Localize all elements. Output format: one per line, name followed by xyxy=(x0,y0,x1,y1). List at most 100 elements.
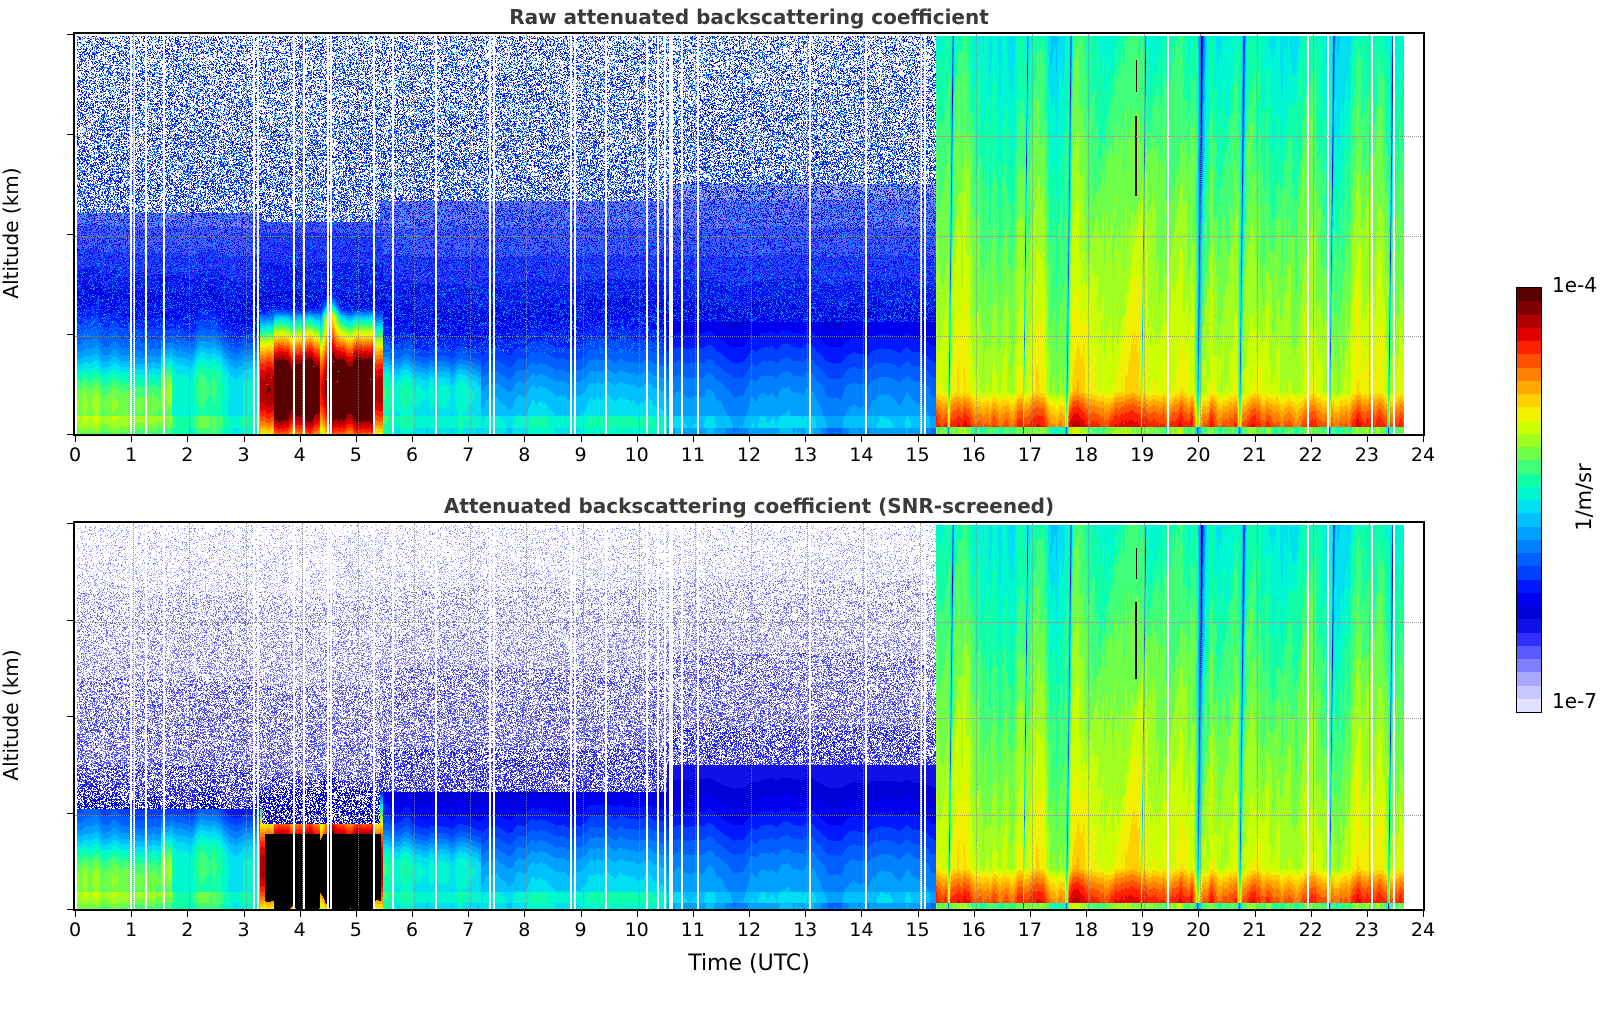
y-tick-mark xyxy=(67,909,73,910)
x-tick-mark xyxy=(1029,436,1031,442)
x-tick-label: 21 xyxy=(1242,919,1267,941)
x-tick-label: 9 xyxy=(574,919,587,941)
x-tick-label: 14 xyxy=(849,919,874,941)
x-tick-mark xyxy=(131,436,133,442)
y-tick-mark xyxy=(67,334,73,335)
colorbar-unit-label: 1/m/sr xyxy=(1572,463,1596,531)
x-tick-mark xyxy=(1086,436,1087,442)
x-tick-mark xyxy=(973,436,975,442)
y-tick-mark xyxy=(67,34,73,35)
x-axis-label-time: Time (UTC) xyxy=(688,951,810,976)
x-tick-label: 18 xyxy=(1073,444,1099,466)
x-tick-mark xyxy=(412,911,413,917)
x-tick-mark xyxy=(187,436,189,442)
x-tick-label: 19 xyxy=(1130,919,1155,941)
x-tick-label: 23 xyxy=(1354,919,1379,941)
x-tick-label: 17 xyxy=(1017,919,1042,941)
x-tick-mark xyxy=(1198,911,1200,917)
x-tick-label: 6 xyxy=(405,919,419,941)
x-tick-label: 20 xyxy=(1186,444,1211,466)
x-tick-label: 20 xyxy=(1186,919,1211,941)
x-tick-label: 12 xyxy=(736,444,762,466)
panel-raw-title: Raw attenuated backscattering coefficien… xyxy=(509,5,989,29)
x-tick-label: 3 xyxy=(237,919,250,941)
x-tick-mark xyxy=(243,911,245,917)
x-tick-label: 23 xyxy=(1354,444,1379,466)
x-tick-label: 21 xyxy=(1242,444,1267,466)
x-tick-mark xyxy=(580,436,582,442)
x-tick-label: 11 xyxy=(680,444,705,466)
x-tick-label: 8 xyxy=(518,444,531,466)
x-tick-label: 22 xyxy=(1298,444,1323,466)
x-tick-mark xyxy=(1310,436,1312,442)
x-tick-mark xyxy=(355,436,357,442)
x-tick-mark xyxy=(299,911,301,917)
x-tick-label: 4 xyxy=(293,919,306,941)
x-tick-mark xyxy=(692,436,694,442)
x-tick-mark xyxy=(355,911,357,917)
x-tick-mark xyxy=(1254,436,1256,442)
x-tick-mark xyxy=(636,911,638,917)
y-tick-mark xyxy=(67,619,73,621)
x-tick-mark xyxy=(75,436,76,442)
x-tick-mark xyxy=(243,436,245,442)
x-tick-mark xyxy=(805,436,807,442)
x-tick-mark xyxy=(1142,911,1144,917)
x-tick-mark xyxy=(1310,911,1312,917)
x-tick-label: 2 xyxy=(181,444,194,466)
x-tick-label: 5 xyxy=(349,444,362,466)
x-tick-mark xyxy=(1366,436,1368,442)
x-tick-label: 24 xyxy=(1410,444,1436,466)
panel-screened-title: Attenuated backscattering coefficient (S… xyxy=(443,494,1055,518)
x-tick-label: 13 xyxy=(793,444,818,466)
x-tick-mark xyxy=(805,911,807,917)
x-tick-mark xyxy=(580,911,582,917)
x-tick-label: 12 xyxy=(736,919,762,941)
x-tick-mark xyxy=(692,911,694,917)
x-tick-label: 16 xyxy=(961,444,986,466)
x-tick-mark xyxy=(524,436,526,442)
x-tick-mark xyxy=(299,436,301,442)
x-tick-label: 10 xyxy=(624,919,649,941)
x-tick-mark xyxy=(131,911,133,917)
x-tick-mark xyxy=(75,911,76,917)
colorbar-max-label: 1e-4 xyxy=(1552,273,1597,297)
x-tick-mark xyxy=(1423,911,1424,917)
x-tick-label: 4 xyxy=(293,444,306,466)
x-tick-label: 19 xyxy=(1130,444,1155,466)
y-tick-mark xyxy=(67,523,73,524)
x-tick-label: 15 xyxy=(905,444,930,466)
x-tick-mark xyxy=(749,436,750,442)
x-tick-mark xyxy=(917,911,919,917)
x-tick-mark xyxy=(187,911,189,917)
x-tick-label: 17 xyxy=(1017,444,1042,466)
x-tick-mark xyxy=(861,911,863,917)
x-tick-label: 18 xyxy=(1073,919,1099,941)
x-tick-label: 10 xyxy=(624,444,649,466)
x-tick-mark xyxy=(524,911,526,917)
colorbar-min-label: 1e-7 xyxy=(1552,689,1597,713)
x-tick-mark xyxy=(412,436,413,442)
x-tick-label: 3 xyxy=(237,444,250,466)
x-tick-mark xyxy=(1029,911,1031,917)
axes-raw xyxy=(73,32,1425,436)
heatmap-screened xyxy=(77,525,1423,909)
x-tick-label: 7 xyxy=(462,444,475,466)
x-tick-mark xyxy=(1423,436,1424,442)
x-tick-label: 16 xyxy=(961,919,986,941)
x-tick-label: 24 xyxy=(1410,919,1436,941)
x-tick-label: 15 xyxy=(905,919,930,941)
x-tick-label: 8 xyxy=(518,919,531,941)
heatmap-raw xyxy=(77,36,1423,434)
y-tick-mark xyxy=(67,434,73,435)
x-tick-mark xyxy=(749,911,750,917)
x-tick-label: 1 xyxy=(125,444,138,466)
x-tick-mark xyxy=(1086,911,1087,917)
y-tick-mark xyxy=(67,716,73,717)
x-tick-label: 6 xyxy=(405,444,419,466)
x-tick-mark xyxy=(468,911,470,917)
x-tick-mark xyxy=(1366,911,1368,917)
x-tick-label: 5 xyxy=(349,919,362,941)
